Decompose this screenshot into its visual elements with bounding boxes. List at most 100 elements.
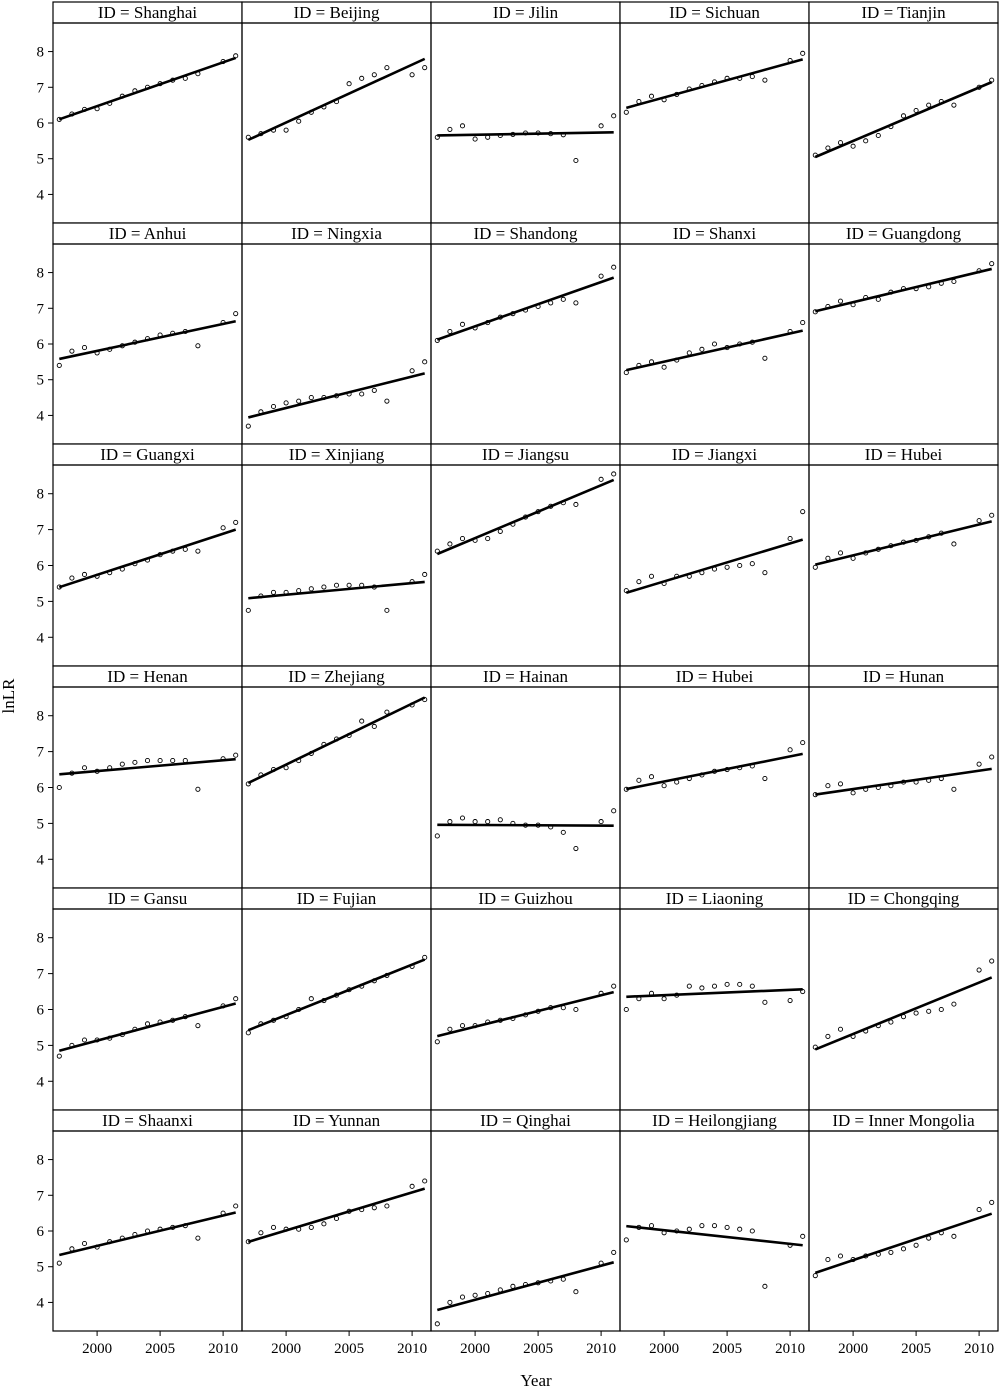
data-point xyxy=(623,370,629,376)
data-point xyxy=(81,1037,88,1043)
panel: ID = Jilin xyxy=(430,1,621,224)
data-point xyxy=(233,311,239,317)
data-point xyxy=(686,775,692,782)
data-point xyxy=(333,393,340,399)
data-point xyxy=(233,1203,239,1209)
x-tick-label: 2000 xyxy=(271,1341,301,1357)
data-point xyxy=(762,570,768,576)
data-point xyxy=(863,550,869,556)
panel: ID = Hainan xyxy=(430,665,621,889)
data-point xyxy=(598,123,604,129)
data-point xyxy=(346,582,352,588)
data-point xyxy=(157,1226,163,1232)
data-point xyxy=(989,754,995,760)
data-point xyxy=(926,102,932,108)
panel-frame xyxy=(241,1130,432,1332)
panel: ID = Heilongjiang xyxy=(619,1109,810,1332)
fit-line xyxy=(58,1002,237,1053)
y-tick-label: 4 xyxy=(37,852,45,868)
data-point xyxy=(485,320,491,326)
fit-line xyxy=(247,958,426,1032)
data-point xyxy=(371,1205,377,1211)
data-point xyxy=(359,75,365,81)
data-point xyxy=(686,983,692,989)
data-point xyxy=(711,79,718,85)
data-point xyxy=(699,1223,705,1229)
data-point xyxy=(598,990,604,996)
data-point xyxy=(346,1208,352,1214)
data-point xyxy=(170,548,176,554)
data-point xyxy=(837,298,844,304)
data-point xyxy=(938,280,944,286)
data-point xyxy=(825,555,831,561)
fit-line xyxy=(436,1261,615,1312)
data-point xyxy=(132,88,138,94)
data-point xyxy=(245,134,251,140)
fit-line xyxy=(626,1224,803,1247)
data-point xyxy=(913,1242,919,1248)
x-tick-label: 2005 xyxy=(901,1341,931,1357)
data-point xyxy=(951,1001,957,1007)
data-point xyxy=(837,1026,844,1032)
data-point xyxy=(623,588,629,594)
fit-line xyxy=(626,987,803,999)
data-point xyxy=(674,357,680,363)
data-point xyxy=(951,102,957,108)
data-point xyxy=(611,113,617,119)
fit-line xyxy=(436,478,615,556)
data-point xyxy=(195,343,201,349)
x-axis-title: Year xyxy=(520,1371,552,1390)
data-point xyxy=(56,1260,62,1266)
data-point xyxy=(485,1019,491,1025)
data-point xyxy=(522,822,529,828)
x-tick-label: 2010 xyxy=(775,1341,805,1357)
panel-frame xyxy=(808,22,999,224)
y-tick-label: 8 xyxy=(37,487,45,503)
data-point xyxy=(333,992,340,998)
data-point xyxy=(170,330,176,336)
panel-frame xyxy=(52,22,243,224)
y-tick-label: 6 xyxy=(37,337,45,353)
data-point xyxy=(434,337,440,343)
data-point xyxy=(346,732,352,739)
data-point xyxy=(308,109,314,115)
data-point xyxy=(724,1224,730,1230)
data-point xyxy=(220,756,226,762)
data-point xyxy=(308,750,314,756)
data-point xyxy=(573,157,579,164)
data-point xyxy=(951,541,957,547)
data-point xyxy=(573,845,579,852)
data-point xyxy=(182,1223,188,1229)
panel-strip-label: ID = Sichuan xyxy=(669,3,760,22)
data-point xyxy=(623,786,629,792)
data-point xyxy=(535,303,541,310)
data-point xyxy=(598,819,604,825)
data-point xyxy=(674,573,680,579)
panel: ID = Beijing xyxy=(241,1,432,224)
data-point xyxy=(233,53,239,59)
y-tick-label: 7 xyxy=(37,967,45,983)
data-point xyxy=(888,124,894,130)
data-point xyxy=(989,958,995,964)
x-tick-label: 2005 xyxy=(334,1341,364,1357)
data-point xyxy=(81,106,88,112)
data-point xyxy=(510,311,516,317)
data-point xyxy=(850,302,856,308)
data-point xyxy=(535,1280,541,1286)
x-tick-label: 2000 xyxy=(838,1341,868,1357)
data-point xyxy=(220,525,226,531)
data-point xyxy=(434,1321,440,1327)
data-point xyxy=(296,1006,302,1013)
data-point xyxy=(472,537,478,543)
data-point xyxy=(573,300,579,306)
x-tick-label: 2000 xyxy=(460,1341,490,1357)
data-point xyxy=(522,307,529,313)
panel-frame xyxy=(808,464,999,667)
panel-strip-label: ID = Liaoning xyxy=(666,889,764,908)
data-point xyxy=(522,514,529,520)
fit-line xyxy=(59,320,236,361)
data-point xyxy=(863,1253,869,1259)
data-point xyxy=(749,339,755,345)
data-point xyxy=(737,981,743,987)
